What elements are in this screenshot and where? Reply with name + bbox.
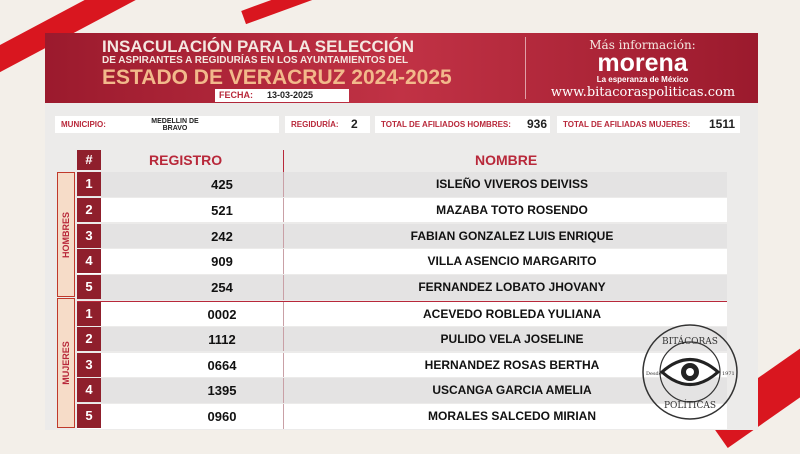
registro-cell: 0002 [207, 307, 237, 322]
more-info: Más información: [589, 38, 696, 52]
regiduria-label: REGIDURÍA: [291, 120, 339, 129]
row-number: 2 [77, 197, 101, 222]
nombre-cell: FERNANDEZ LOBATO JHOVANY [418, 280, 606, 295]
registro-cell: 425 [211, 177, 233, 192]
row-number: 3 [77, 352, 101, 377]
nombre-cell: PULIDO VELA JOSELINE [440, 331, 584, 346]
table-row: 3 0664 HERNANDEZ ROSAS BERTHA [77, 352, 727, 378]
date-field: FECHA: 13-03-2025 [215, 89, 349, 102]
row-number: 1 [77, 172, 101, 196]
registro-cell: 242 [211, 228, 233, 244]
row-number: 4 [77, 378, 101, 403]
nombre-cell: MORALES SALCEDO MIRIAN [428, 409, 596, 424]
column-divider [283, 223, 284, 249]
table-row: 1 0002 ACEVEDO ROBLEDA YULIANA [77, 301, 727, 326]
registro-cell: 521 [211, 202, 233, 218]
decor-stripe [241, 0, 359, 25]
svg-text:BITÁCORAS: BITÁCORAS [662, 335, 718, 347]
nombre-cell: MAZABA TOTO ROSENDO [436, 202, 588, 217]
column-divider [283, 326, 284, 352]
column-divider [283, 275, 284, 300]
group-label: HOMBRES [61, 211, 71, 258]
registro-cell: 254 [211, 280, 233, 296]
table-row: 2 1112 PULIDO VELA JOSELINE [77, 326, 727, 352]
header-number: # [77, 150, 101, 170]
registro-cell: 1395 [207, 383, 237, 399]
column-divider [283, 197, 284, 223]
row-number: 3 [77, 223, 101, 248]
column-divider [283, 378, 284, 403]
column-divider [283, 249, 284, 274]
municipio-field: MUNICIPIO: MEDELLIN DE BRAVO [55, 116, 279, 133]
table-row: 1 425 ISLEÑO VIVEROS DEIVISS [77, 172, 727, 197]
column-divider [283, 352, 284, 378]
group-mujeres: MUJERES [57, 298, 75, 428]
nombre-cell: FABIAN GONZALEZ LUIS ENRIQUE [410, 228, 614, 243]
registro-cell: 909 [211, 254, 233, 270]
registro-cell: 0664 [207, 357, 237, 373]
nombre-cell: VILLA ASENCIO MARGARITO [427, 254, 597, 269]
mujeres-value: 1511 [709, 117, 736, 131]
nombre-cell: HERNANDEZ ROSAS BERTHA [424, 357, 600, 372]
bitacoras-watermark-logo: BITÁCORAS POLÍTICAS Desde 1971 [642, 324, 738, 420]
group-hombres: HOMBRES [57, 172, 75, 297]
row-number: 1 [77, 302, 101, 326]
mujeres-field: TOTAL DE AFILIADAS MUJERES: 1511 [557, 116, 740, 133]
table-row: 5 254 FERNANDEZ LOBATO JHOVANY [77, 275, 727, 300]
header-banner: INSACULACIÓN PARA LA SELECCIÓN DE ASPIRA… [45, 33, 758, 103]
row-number: 5 [77, 275, 101, 300]
nombre-cell: USCANGA GARCIA AMELIA [432, 383, 592, 398]
subtitle: DE ASPIRANTES A REGIDURÍAS EN LOS AYUNTA… [102, 55, 409, 66]
header-registro: REGISTRO [149, 152, 223, 168]
row-number: 5 [77, 404, 101, 429]
municipio-label: MUNICIPIO: [61, 120, 106, 129]
registro-cell: 1112 [208, 331, 236, 347]
svg-text:POLÍTICAS: POLÍTICAS [664, 399, 716, 411]
row-number: 2 [77, 326, 101, 351]
hombres-value: 936 [527, 117, 548, 131]
table-row: 4 1395 USCANGA GARCIA AMELIA [77, 378, 727, 403]
hombres-field: TOTAL DE AFILIADOS HOMBRES: 936 [375, 116, 550, 133]
svg-text:Desde: Desde [646, 371, 662, 377]
regiduria-value: 2 [351, 117, 358, 131]
title: INSACULACIÓN PARA LA SELECCIÓN [102, 37, 414, 56]
table-row: 5 0960 MORALES SALCEDO MIRIAN [77, 404, 727, 429]
hombres-label: TOTAL DE AFILIADOS HOMBRES: [381, 120, 511, 129]
svg-text:1971: 1971 [722, 371, 735, 377]
nombre-cell: ACEVEDO ROBLEDA YULIANA [422, 307, 601, 321]
registro-cell: 0960 [207, 409, 237, 425]
nombre-cell: ISLEÑO VIVEROS DEIVISS [435, 177, 589, 191]
website-link[interactable]: www.bitacoraspoliticas.com [550, 85, 736, 100]
table-row: 3 242 FABIAN GONZALEZ LUIS ENRIQUE [77, 223, 727, 249]
group-label: MUJERES [61, 341, 71, 385]
brand-tagline: La esperanza de México [596, 75, 689, 84]
table-row: 4 909 VILLA ASENCIO MARGARITO [77, 249, 727, 274]
mujeres-label: TOTAL DE AFILIADAS MUJERES: [563, 120, 691, 129]
divider [525, 37, 526, 99]
results-card: INSACULACIÓN PARA LA SELECCIÓN DE ASPIRA… [45, 33, 758, 430]
title-state: ESTADO DE VERACRUZ 2024-2025 [102, 66, 452, 89]
date-value: 13-03-2025 [267, 90, 314, 100]
morena-logo: morena [597, 49, 688, 77]
table-row: 2 521 MAZABA TOTO ROSENDO [77, 197, 727, 223]
column-divider [283, 302, 284, 326]
regiduria-field: REGIDURÍA: 2 [285, 116, 370, 133]
row-number: 4 [77, 249, 101, 274]
header-nombre: NOMBRE [475, 152, 538, 168]
municipio-value: MEDELLIN DE BRAVO [151, 118, 199, 132]
column-divider [283, 404, 284, 429]
date-label: FECHA: [219, 90, 253, 100]
column-divider [283, 150, 284, 172]
column-divider [283, 172, 284, 197]
